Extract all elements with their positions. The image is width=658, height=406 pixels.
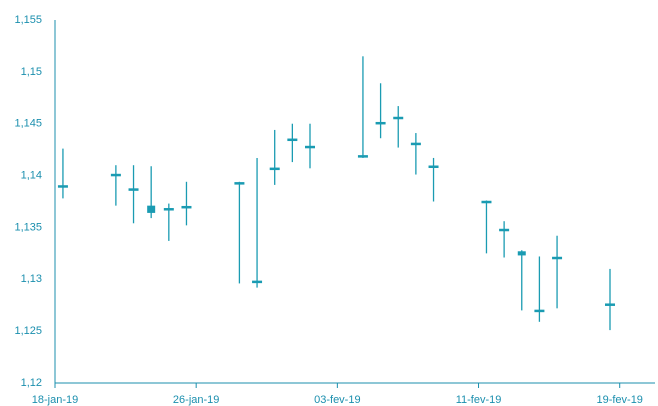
candle-body xyxy=(410,142,421,146)
x-tick-label: 18-jan-19 xyxy=(32,394,78,406)
x-tick-label: 19-fev-19 xyxy=(596,394,642,406)
y-tick-label: 1,14 xyxy=(21,169,42,181)
candle-body xyxy=(163,208,174,211)
candle-body xyxy=(57,185,68,188)
y-tick-label: 1,125 xyxy=(14,325,42,337)
y-tick-label: 1,135 xyxy=(14,221,42,233)
candle-body xyxy=(305,145,315,149)
candle-body xyxy=(428,165,439,169)
candle-body xyxy=(357,155,368,158)
candle-body xyxy=(128,188,139,191)
candle-body xyxy=(499,228,510,232)
candle-body xyxy=(181,205,192,209)
candle-body xyxy=(605,303,615,306)
y-tick-label: 1,155 xyxy=(14,14,42,26)
candle-body xyxy=(393,116,404,120)
candle-body xyxy=(147,205,156,213)
x-tick-label: 11-fev-19 xyxy=(456,394,502,406)
candle-body xyxy=(481,200,492,204)
y-tick-label: 1,13 xyxy=(21,273,42,285)
candle-body xyxy=(552,256,563,260)
candle-body xyxy=(252,280,263,284)
y-tick-label: 1,12 xyxy=(21,377,42,389)
candle-body xyxy=(234,182,245,185)
x-tick-label: 26-jan-19 xyxy=(173,394,219,406)
y-tick-label: 1,145 xyxy=(14,118,42,130)
x-tick-label: 03-fev-19 xyxy=(314,394,360,406)
candle-body xyxy=(269,167,280,171)
candle-body xyxy=(517,251,526,256)
candle-body xyxy=(375,121,386,125)
candle-body xyxy=(287,138,298,142)
candle-body xyxy=(534,309,545,313)
y-tick-label: 1,15 xyxy=(21,66,42,78)
candle-body xyxy=(110,173,121,177)
